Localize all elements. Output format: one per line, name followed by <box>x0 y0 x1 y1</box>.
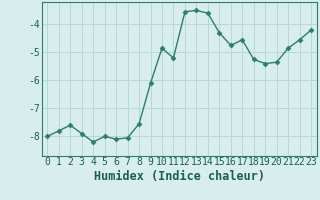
X-axis label: Humidex (Indice chaleur): Humidex (Indice chaleur) <box>94 170 265 183</box>
